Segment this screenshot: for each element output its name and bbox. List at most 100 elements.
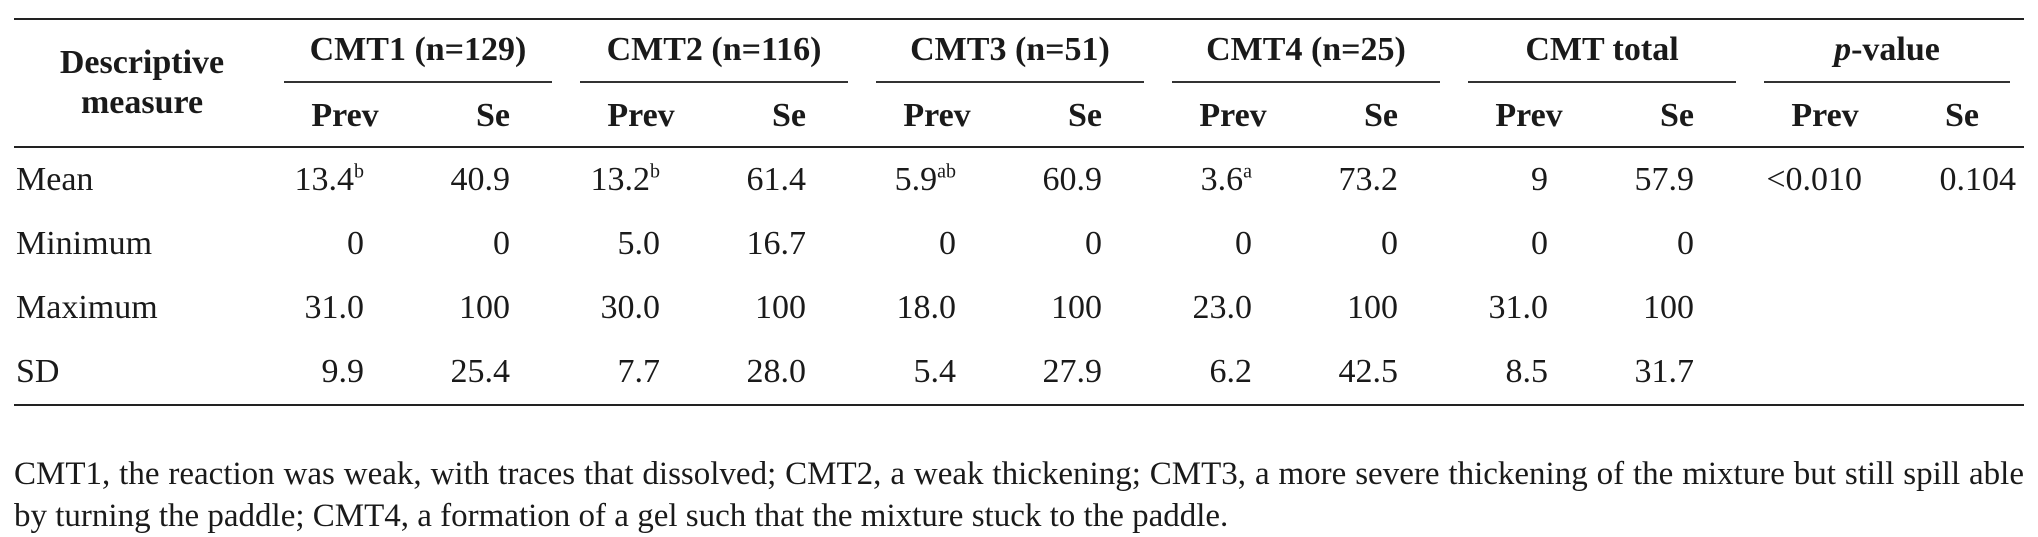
row-label: SD: [14, 340, 270, 406]
cell-value: 5.0: [617, 225, 661, 262]
table-cell: 31.7: [1604, 340, 1750, 406]
table-row: SD 9.9 25.4 7.7 28.0 5.4 27.9 6.2 42.5 8.5 31.7: [14, 340, 2024, 406]
table-cell: 5.0: [566, 212, 716, 276]
results-table: Descriptive measure CMT1 (n=129) CMT2 (n…: [14, 18, 2024, 406]
subheader-cell: Prev: [1750, 86, 1900, 148]
table-cell: 0: [1454, 212, 1604, 276]
subheader-cell: Se: [1604, 86, 1750, 148]
table-cell: 5.4: [862, 340, 1012, 406]
header-descriptive-measure-label: Descriptive measure: [59, 43, 225, 121]
table-cell: 13.4b: [270, 147, 420, 212]
table-cell: 13.2b: [566, 147, 716, 212]
table-footnote: CMT1, the reaction was weak, with traces…: [14, 456, 2024, 534]
table-row: Mean 13.4b 40.9 13.2b 61.4 5.9ab 60.9 3.6a 73.2 9…: [14, 147, 2024, 212]
subheader-cell: Se: [716, 86, 862, 148]
subheader-cell: Se: [1900, 86, 2024, 148]
table-cell: 0: [1308, 212, 1454, 276]
cell-value: 100: [1347, 289, 1398, 326]
table-cell: 28.0: [716, 340, 862, 406]
results-table-container: Descriptive measure CMT1 (n=129) CMT2 (n…: [14, 18, 2024, 406]
table-cell: 25.4: [420, 340, 566, 406]
cell-value: 3.6: [1200, 161, 1244, 198]
table-cell: 31.0: [270, 276, 420, 340]
cell-value: 100: [755, 289, 806, 326]
row-label: Minimum: [16, 225, 153, 262]
cell-value: 40.9: [450, 161, 511, 198]
table-cell: 100: [1012, 276, 1158, 340]
cell-value: 25.4: [450, 353, 511, 390]
cell-value: 5.4: [913, 353, 957, 390]
subheader-cell: Prev: [1158, 86, 1308, 148]
table-cell: 40.9: [420, 147, 566, 212]
table-cell: 5.9ab: [862, 147, 1012, 212]
header-descriptive-measure: Descriptive measure: [14, 19, 270, 148]
cell-superscript: a: [1243, 160, 1252, 183]
table-cell: 0: [270, 212, 420, 276]
table-cell: 100: [716, 276, 862, 340]
table-cell: 8.5: [1454, 340, 1604, 406]
subheader-cell: Prev: [566, 86, 716, 148]
header-group-cmt1: CMT1 (n=129): [270, 19, 566, 86]
table-cell: 0: [1012, 212, 1158, 276]
cell-value: 16.7: [746, 225, 807, 262]
table-cell: 18.0: [862, 276, 1012, 340]
table-row: Minimum 0 0 5.0 16.7 0 0 0 0 0 0: [14, 212, 2024, 276]
cell-value: 28.0: [746, 353, 807, 390]
table-cell: [1900, 340, 2024, 406]
table-cell: 27.9: [1012, 340, 1158, 406]
table-cell: 6.2: [1158, 340, 1308, 406]
cell-value: 0: [1235, 225, 1252, 262]
cell-superscript: b: [354, 160, 364, 183]
cell-value: 8.5: [1505, 353, 1549, 390]
table-cell: 0: [420, 212, 566, 276]
table-body: Mean 13.4b 40.9 13.2b 61.4 5.9ab 60.9 3.6a 73.2 9…: [14, 147, 2024, 406]
table-row: Maximum 31.0 100 30.0 100 18.0 100 23.0 100 31.0 1…: [14, 276, 2024, 340]
cell-value: 0: [347, 225, 364, 262]
cell-superscript: b: [650, 160, 660, 183]
table-cell: 42.5: [1308, 340, 1454, 406]
cell-value: 100: [1643, 289, 1694, 326]
table-cell: 23.0: [1158, 276, 1308, 340]
cell-value: 42.5: [1338, 353, 1399, 390]
cell-value: 9.9: [321, 353, 365, 390]
table-cell: 3.6a: [1158, 147, 1308, 212]
cell-value: 31.0: [304, 289, 365, 326]
table-cell: 9: [1454, 147, 1604, 212]
cell-value: 0: [1531, 225, 1548, 262]
table-cell: 9.9: [270, 340, 420, 406]
table-cell: <0.010: [1750, 147, 1900, 212]
cell-value: 73.2: [1338, 161, 1399, 198]
table-cell: 0: [1604, 212, 1750, 276]
subheader-cell: Prev: [1454, 86, 1604, 148]
table-cell: [1750, 276, 1900, 340]
cell-value: 57.9: [1634, 161, 1695, 198]
table-cell: 57.9: [1604, 147, 1750, 212]
cell-value: 0: [939, 225, 956, 262]
subheader-cell: Prev: [270, 86, 420, 148]
pvalue-rest: -value: [1851, 31, 1940, 68]
table-cell: 0.104: [1900, 147, 2024, 212]
cell-value: 0.104: [1939, 161, 2017, 198]
cell-value: 18.0: [896, 289, 957, 326]
table-cell: 73.2: [1308, 147, 1454, 212]
table-cell: 60.9: [1012, 147, 1158, 212]
row-label: Maximum: [16, 289, 158, 326]
table-cell: 100: [1308, 276, 1454, 340]
header-group-cmt-total: CMT total: [1454, 19, 1750, 86]
cell-value: 61.4: [746, 161, 807, 198]
cell-value: 0: [493, 225, 510, 262]
cell-value: 6.2: [1209, 353, 1253, 390]
cell-value: 23.0: [1192, 289, 1253, 326]
header-group-pvalue: p-value: [1750, 19, 2024, 86]
cell-value: 31.7: [1634, 353, 1695, 390]
cell-value: 9: [1531, 161, 1548, 198]
cell-value: <0.010: [1766, 161, 1862, 198]
table-cell: 61.4: [716, 147, 862, 212]
row-label: Mean: [16, 161, 94, 198]
table-cell: 0: [862, 212, 1012, 276]
cell-superscript: ab: [937, 160, 956, 183]
table-cell: 31.0: [1454, 276, 1604, 340]
table-cell: [1900, 276, 2024, 340]
table-cell: 100: [1604, 276, 1750, 340]
cell-value: 0: [1085, 225, 1102, 262]
